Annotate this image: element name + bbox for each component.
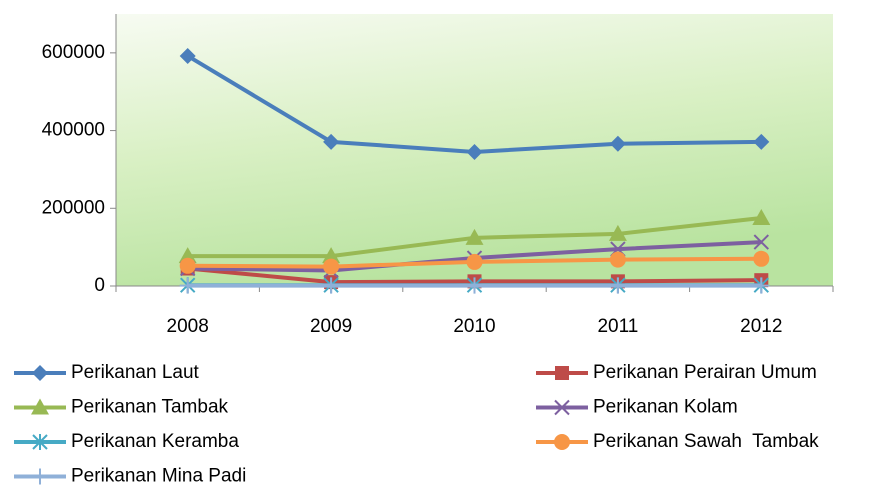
- marker: [32, 365, 48, 381]
- legend-label: Perikanan Tambak: [71, 397, 229, 418]
- marker: [554, 434, 570, 450]
- legend-label: Perikanan Kolam: [593, 397, 738, 418]
- marker: [466, 253, 483, 270]
- marker: [178, 247, 197, 264]
- y-tick-label: 400000: [42, 120, 105, 141]
- marker: [555, 366, 569, 380]
- marker: [179, 277, 196, 294]
- legend-label: Perikanan Mina Padi: [71, 466, 246, 487]
- marker: [466, 277, 483, 294]
- legend-label: Perikanan Keramba: [71, 431, 239, 452]
- legend-label: Perikanan Perairan Umum: [593, 362, 817, 383]
- marker: [753, 277, 770, 294]
- marker: [466, 143, 483, 160]
- marker: [32, 434, 48, 450]
- legend-label: Perikanan Sawah Tambak: [593, 431, 819, 452]
- marker: [179, 257, 196, 274]
- marker: [609, 251, 626, 268]
- y-tick-label: 0: [94, 275, 105, 296]
- y-tick-label: 200000: [42, 197, 105, 218]
- marker: [323, 258, 340, 275]
- marker: [753, 234, 770, 250]
- marker: [465, 228, 484, 245]
- marker: [31, 398, 49, 415]
- legend-label: Perikanan Laut: [71, 362, 200, 383]
- y-tick-label: 600000: [42, 42, 105, 63]
- marker: [323, 133, 340, 150]
- x-tick-label: 2012: [740, 316, 782, 337]
- marker: [609, 135, 626, 152]
- marker: [322, 247, 341, 264]
- x-tick-label: 2010: [453, 316, 495, 337]
- marker: [32, 468, 48, 485]
- marker: [752, 209, 771, 225]
- marker: [609, 277, 626, 294]
- marker: [323, 277, 340, 294]
- x-tick-label: 2011: [597, 316, 638, 337]
- marker: [554, 399, 570, 416]
- marker: [179, 47, 196, 64]
- x-tick-label: 2009: [310, 316, 352, 337]
- marker: [753, 133, 770, 150]
- marker: [753, 250, 770, 267]
- x-tick-label: 2008: [167, 316, 209, 337]
- marker: [608, 224, 627, 241]
